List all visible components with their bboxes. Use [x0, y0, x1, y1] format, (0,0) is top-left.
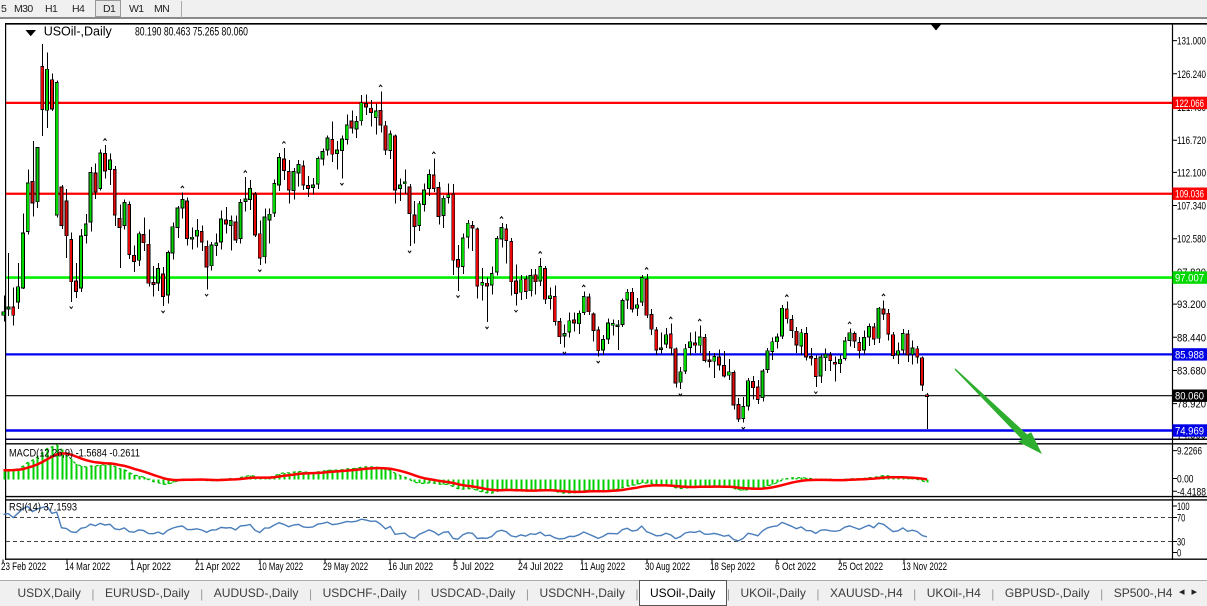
svg-text:70: 70 [1177, 513, 1185, 525]
svg-text:10 May 2022: 10 May 2022 [258, 561, 303, 573]
svg-text:80.060: 80.060 [1175, 391, 1204, 403]
svg-text:30: 30 [1177, 537, 1185, 549]
svg-text:97.007: 97.007 [1175, 273, 1204, 285]
svg-text:30 Aug 2022: 30 Aug 2022 [645, 561, 690, 573]
svg-text:80.190 80.463 75.265 80.060: 80.190 80.463 75.265 80.060 [135, 24, 248, 38]
svg-text:24 Jul 2022: 24 Jul 2022 [518, 561, 563, 573]
svg-text:93.200: 93.200 [1177, 299, 1206, 311]
svg-text:85.988: 85.988 [1175, 349, 1204, 361]
svg-text:21 Apr 2022: 21 Apr 2022 [195, 561, 240, 573]
svg-text:88.440: 88.440 [1177, 332, 1206, 344]
svg-text:112.100: 112.100 [1177, 167, 1206, 179]
svg-text:16 Jun 2022: 16 Jun 2022 [388, 561, 433, 573]
svg-text:18 Sep 2022: 18 Sep 2022 [710, 561, 755, 573]
svg-text:100: 100 [1177, 501, 1190, 513]
svg-text:MACD(12,26,9) -1.5684 -0.2611: MACD(12,26,9) -1.5684 -0.2611 [9, 448, 140, 460]
svg-text:102.580: 102.580 [1177, 234, 1206, 246]
svg-text:9.2266: 9.2266 [1177, 446, 1202, 458]
svg-text:13 Nov 2022: 13 Nov 2022 [902, 561, 947, 573]
svg-text:1 Apr 2022: 1 Apr 2022 [130, 561, 171, 573]
svg-text:116.720: 116.720 [1177, 135, 1206, 147]
svg-text:5 Jul 2022: 5 Jul 2022 [453, 561, 494, 573]
svg-text:74.969: 74.969 [1175, 426, 1204, 438]
svg-text:29 May 2022: 29 May 2022 [323, 561, 368, 573]
svg-text:0.00: 0.00 [1177, 474, 1194, 486]
svg-text:-4.4188: -4.4188 [1177, 486, 1206, 498]
svg-text:23 Feb 2022: 23 Feb 2022 [1, 561, 46, 573]
svg-text:107.340: 107.340 [1177, 201, 1206, 213]
svg-text:109.036: 109.036 [1175, 189, 1204, 201]
svg-text:0: 0 [1177, 548, 1181, 560]
svg-text:126.240: 126.240 [1177, 69, 1206, 81]
svg-text:14 Mar 2022: 14 Mar 2022 [65, 561, 110, 573]
svg-text:122.066: 122.066 [1175, 98, 1204, 110]
svg-text:83.680: 83.680 [1177, 365, 1206, 377]
svg-text:11 Aug 2022: 11 Aug 2022 [580, 561, 625, 573]
svg-text:6 Oct 2022: 6 Oct 2022 [775, 561, 816, 573]
svg-text:USOil-,Daily: USOil-,Daily [44, 24, 113, 38]
svg-text:131.000: 131.000 [1177, 36, 1206, 48]
svg-text:RSI(14) 37.1593: RSI(14) 37.1593 [9, 502, 77, 514]
svg-text:25 Oct 2022: 25 Oct 2022 [838, 561, 883, 573]
